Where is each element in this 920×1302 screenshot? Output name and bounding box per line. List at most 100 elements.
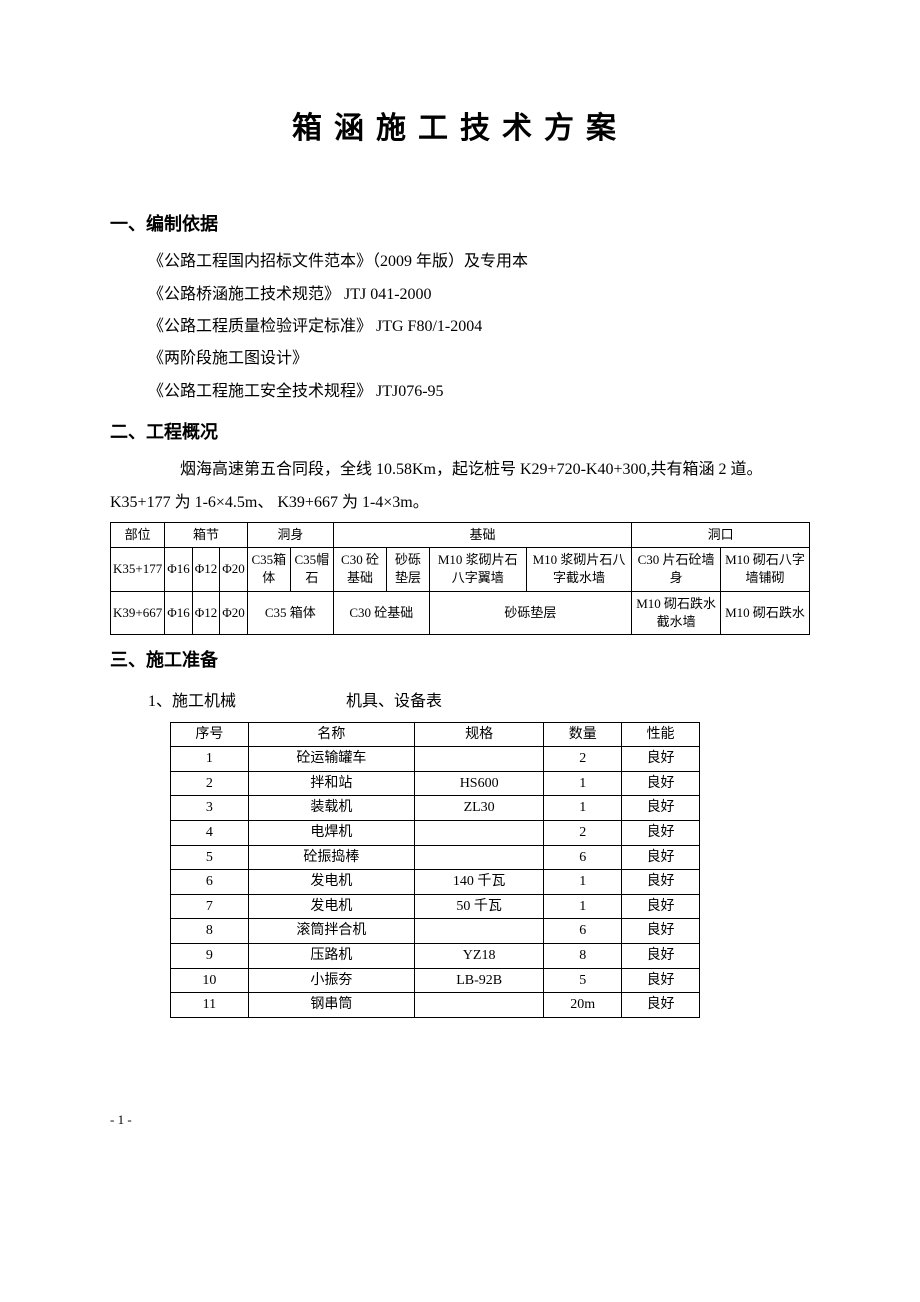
cell: 8 <box>544 943 622 968</box>
table-row: 9 压路机 YZ18 8 良好 <box>171 943 700 968</box>
basis-line: 《公路工程施工安全技术规程》 JTJ076-95 <box>148 377 810 407</box>
table-row: K35+177 Φ16 Φ12 Φ20 C35箱体 C35帽石 C30 砼基础 … <box>111 548 810 591</box>
cell: 良好 <box>622 845 700 870</box>
cell: 钢串筒 <box>248 993 414 1018</box>
heading-basis: 一、编制依据 <box>110 207 810 241</box>
table-row: 6 发电机 140 千瓦 1 良好 <box>171 870 700 895</box>
cell-location: K35+177 <box>111 548 165 591</box>
equipment-label-right: 机具、设备表 <box>346 687 442 717</box>
overview-para2: K35+177 为 1-6×4.5m、 K39+667 为 1-4×3m。 <box>110 488 810 518</box>
overview-para: 烟海高速第五合同段，全线 10.58Km，起讫桩号 K29+720-K40+30… <box>148 455 810 485</box>
table-row: 5 砼振捣棒 6 良好 <box>171 845 700 870</box>
cell: C35帽石 <box>290 548 333 591</box>
basis-line: 《公路工程质量检验评定标准》 JTG F80/1-2004 <box>148 312 810 342</box>
cell: Φ16 <box>165 548 193 591</box>
cell: M10 砌石跌水 <box>721 591 810 634</box>
cell: 良好 <box>622 821 700 846</box>
basis-line: 《两阶段施工图设计》 <box>148 344 810 374</box>
cell: C35 箱体 <box>247 591 333 634</box>
cell: 1 <box>544 894 622 919</box>
heading-overview: 二、工程概况 <box>110 415 810 449</box>
cell: 砂砾垫层 <box>429 591 631 634</box>
cell: 1 <box>544 796 622 821</box>
cell: 1 <box>544 771 622 796</box>
th-body: 洞身 <box>247 523 333 548</box>
th-perf: 性能 <box>622 722 700 747</box>
cell: 3 <box>171 796 249 821</box>
cell: M10 砌石跌水截水墙 <box>632 591 721 634</box>
cell: 发电机 <box>248 870 414 895</box>
cell-location: K39+667 <box>111 591 165 634</box>
cell: 良好 <box>622 943 700 968</box>
cell: 装载机 <box>248 796 414 821</box>
cell: 2 <box>171 771 249 796</box>
th-qty: 数量 <box>544 722 622 747</box>
th-name: 名称 <box>248 722 414 747</box>
table-row: 2 拌和站 HS600 1 良好 <box>171 771 700 796</box>
cell: 9 <box>171 943 249 968</box>
cell: ZL30 <box>414 796 543 821</box>
th-box-section: 箱节 <box>165 523 248 548</box>
cell: C35箱体 <box>247 548 290 591</box>
table-header-row: 部位 箱节 洞身 基础 洞口 <box>111 523 810 548</box>
cell: LB-92B <box>414 968 543 993</box>
heading-prep: 三、施工准备 <box>110 643 810 677</box>
cell <box>414 845 543 870</box>
table-header-row: 序号 名称 规格 数量 性能 <box>171 722 700 747</box>
cell: 7 <box>171 894 249 919</box>
cell: 50 千瓦 <box>414 894 543 919</box>
cell <box>414 919 543 944</box>
table-row: 10 小振夯 LB-92B 5 良好 <box>171 968 700 993</box>
cell <box>414 993 543 1018</box>
cell <box>414 821 543 846</box>
cell: 140 千瓦 <box>414 870 543 895</box>
cell: 6 <box>171 870 249 895</box>
cell: 良好 <box>622 771 700 796</box>
cell: 小振夯 <box>248 968 414 993</box>
th-foundation: 基础 <box>333 523 631 548</box>
table-row: K39+667 Φ16 Φ12 Φ20 C35 箱体 C30 砼基础 砂砾垫层 … <box>111 591 810 634</box>
cell: 砼运输罐车 <box>248 747 414 772</box>
cell: 良好 <box>622 968 700 993</box>
cell: M10 浆砌片石八字截水墙 <box>526 548 631 591</box>
cell: 2 <box>544 747 622 772</box>
page-number: - 1 - <box>110 1108 810 1133</box>
cell: 1 <box>171 747 249 772</box>
cell: 5 <box>171 845 249 870</box>
basis-line: 《公路桥涵施工技术规范》 JTJ 041-2000 <box>148 280 810 310</box>
equipment-label-left: 1、施工机械 <box>148 687 236 717</box>
th-location: 部位 <box>111 523 165 548</box>
cell: 良好 <box>622 747 700 772</box>
cell: M10 浆砌片石八字翼墙 <box>429 548 526 591</box>
equipment-table: 序号 名称 规格 数量 性能 1 砼运输罐车 2 良好 2 拌和站 HS600 … <box>170 722 700 1018</box>
cell: 良好 <box>622 993 700 1018</box>
cell: YZ18 <box>414 943 543 968</box>
th-seq: 序号 <box>171 722 249 747</box>
table-row: 4 电焊机 2 良好 <box>171 821 700 846</box>
cell: 10 <box>171 968 249 993</box>
cell: 良好 <box>622 870 700 895</box>
cell: 5 <box>544 968 622 993</box>
table-row: 8 滚筒拌合机 6 良好 <box>171 919 700 944</box>
cell: Φ20 <box>220 548 248 591</box>
cell: Φ12 <box>192 591 220 634</box>
cell <box>414 747 543 772</box>
th-opening: 洞口 <box>632 523 810 548</box>
table-row: 3 装载机 ZL30 1 良好 <box>171 796 700 821</box>
cell: 11 <box>171 993 249 1018</box>
cell: 良好 <box>622 919 700 944</box>
cell: Φ20 <box>220 591 248 634</box>
cell: 砼振捣棒 <box>248 845 414 870</box>
cell: 6 <box>544 845 622 870</box>
cell: 良好 <box>622 796 700 821</box>
cell: Φ12 <box>192 548 220 591</box>
cell: 1 <box>544 870 622 895</box>
table-row: 11 钢串筒 20m 良好 <box>171 993 700 1018</box>
table-row: 7 发电机 50 千瓦 1 良好 <box>171 894 700 919</box>
document-title: 箱涵施工技术方案 <box>110 100 810 157</box>
basis-line: 《公路工程国内招标文件范本》（2009 年版）及专用本 <box>148 247 810 277</box>
cell: 2 <box>544 821 622 846</box>
cell: C30 片石砼墙身 <box>632 548 721 591</box>
cell: Φ16 <box>165 591 193 634</box>
structure-table: 部位 箱节 洞身 基础 洞口 K35+177 Φ16 Φ12 Φ20 C35箱体… <box>110 522 810 635</box>
